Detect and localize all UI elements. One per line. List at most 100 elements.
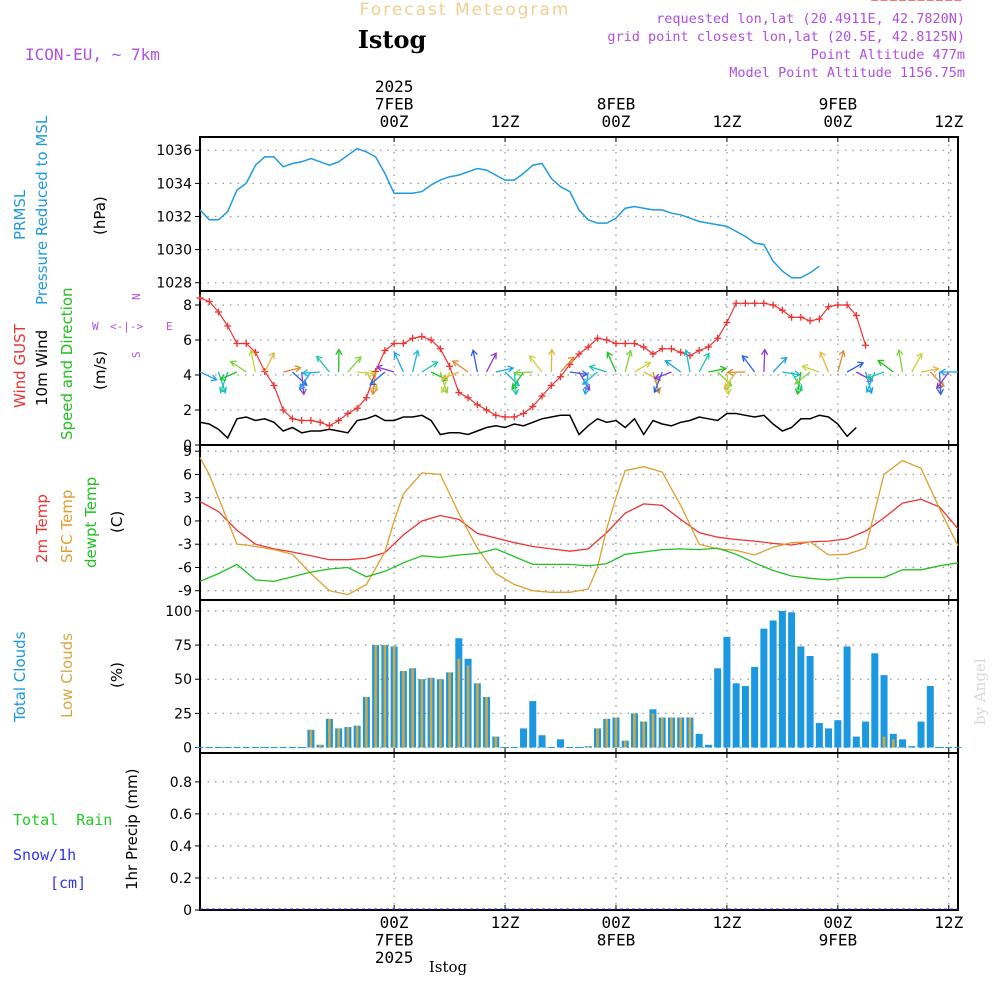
time-label-bottom: 12Z bbox=[491, 913, 520, 932]
wind-arrow-head bbox=[653, 386, 660, 394]
y-tick-label: 6 bbox=[183, 333, 192, 349]
wind-arrow-head bbox=[794, 388, 802, 396]
wind-arrow-head bbox=[939, 368, 946, 376]
compass-s: S bbox=[130, 351, 143, 358]
wind-arrow-head bbox=[703, 352, 710, 360]
wind-arrow-head bbox=[210, 374, 218, 382]
wind-arrow bbox=[929, 371, 945, 387]
time-label-top: 8FEB bbox=[597, 95, 636, 114]
y-tick-label: 0.4 bbox=[170, 839, 192, 855]
wind-arrow-head bbox=[865, 385, 873, 394]
wind-arrow bbox=[698, 353, 710, 373]
wind-speed-dir-label: Speed and Direction bbox=[58, 287, 76, 440]
wind-arrow bbox=[624, 350, 632, 373]
wind-arrow bbox=[495, 367, 514, 373]
wind-arrow bbox=[230, 360, 247, 373]
total-cloud-bar bbox=[899, 739, 907, 748]
wind-arrow bbox=[550, 349, 553, 373]
total-cloud-bar bbox=[538, 735, 546, 748]
wind-arrow bbox=[515, 371, 533, 374]
total-cloud-bar bbox=[695, 733, 703, 748]
y-tick-label: 9 bbox=[183, 444, 192, 460]
wind-arrow-head bbox=[801, 363, 809, 371]
wind-arrow-head bbox=[248, 349, 256, 357]
wind-arrow-head bbox=[451, 360, 459, 367]
total-cloud-bar bbox=[908, 746, 916, 748]
wind-arrow-head bbox=[719, 365, 728, 373]
requested-coords: requested lon,lat (20.4911E, 42.7820N) bbox=[656, 11, 965, 27]
wind-arrow bbox=[511, 371, 525, 390]
total-cloud-bar bbox=[723, 636, 731, 748]
wind-arrow-head bbox=[440, 386, 448, 394]
wind-arrow-head bbox=[507, 365, 515, 373]
wind-arrow-head bbox=[375, 364, 383, 372]
y-tick-label: -3 bbox=[178, 537, 192, 553]
clouds-low-label: Low Clouds bbox=[58, 633, 76, 718]
low-cloud-bar bbox=[374, 645, 377, 748]
y-tick-label: 75 bbox=[174, 638, 192, 654]
wind-arrow-head bbox=[298, 383, 306, 391]
low-cloud-bar bbox=[355, 725, 359, 748]
temp-sfc-label: SFC Temp bbox=[58, 490, 76, 563]
wind-arrow bbox=[584, 371, 589, 395]
wind-arrow-head bbox=[219, 374, 227, 382]
wind-arrow-head bbox=[470, 349, 478, 357]
low-cloud-bar bbox=[346, 727, 350, 748]
y-tick-label: 2 bbox=[183, 403, 192, 419]
clouds-unit: (%) bbox=[108, 662, 126, 688]
wind-arrow bbox=[898, 349, 904, 373]
wind-gust-label: Wind GUST bbox=[11, 323, 29, 408]
wind-arrow-head bbox=[229, 360, 237, 367]
y-tick-label: 1028 bbox=[156, 276, 192, 292]
footer-location: Istog bbox=[429, 958, 468, 976]
wind-arrow bbox=[654, 371, 672, 380]
y-tick-label: 1030 bbox=[156, 243, 192, 259]
y-tick-label: 8 bbox=[183, 298, 192, 314]
time-label-top: 2025 bbox=[375, 77, 414, 96]
compass-legend: W E <-|-> N S bbox=[92, 293, 173, 358]
total-cloud-bar bbox=[797, 646, 805, 748]
wind-arrow-head bbox=[581, 378, 589, 385]
wind-arrow-head bbox=[567, 356, 575, 364]
time-label-top: 9FEB bbox=[819, 95, 858, 114]
forecast-meteogram-title: Forecast Meteogram bbox=[360, 0, 571, 20]
grid-point-coords: grid point closest lon,lat (20.5E, 42.81… bbox=[607, 29, 965, 45]
low-cloud-bar bbox=[411, 668, 414, 748]
wind-arrow-head bbox=[354, 356, 362, 363]
low-cloud-bar bbox=[651, 713, 655, 748]
wind-arrow bbox=[411, 350, 419, 373]
wind-arrow-head bbox=[301, 369, 309, 377]
wind-10m-label: 10m Wind bbox=[33, 330, 51, 406]
wind-arrow bbox=[772, 357, 788, 373]
wind-arrow bbox=[936, 371, 950, 389]
y-tick-label: 4 bbox=[183, 368, 192, 384]
wind-arrow bbox=[569, 371, 588, 375]
wind-unit: (m/s) bbox=[91, 351, 109, 390]
wind-arrow bbox=[316, 356, 330, 373]
wind-arrow bbox=[796, 371, 802, 395]
wind-arrow-head bbox=[220, 386, 227, 394]
snow-unit: [cm] bbox=[50, 874, 86, 892]
wind-arrow-head bbox=[219, 386, 226, 394]
watermark: by Angel bbox=[971, 658, 989, 725]
total-cloud-bar bbox=[557, 739, 565, 748]
low-cloud-bar bbox=[448, 672, 451, 748]
y-tick-label: -6 bbox=[178, 560, 192, 576]
low-cloud-bar bbox=[420, 679, 424, 748]
wind-arrow bbox=[866, 371, 885, 379]
low-cloud-bar bbox=[392, 646, 396, 748]
y-tick-label: 0.2 bbox=[170, 871, 192, 887]
y-tick-label: 6 bbox=[183, 467, 192, 483]
low-cloud-bar bbox=[660, 717, 664, 748]
wind-arrow bbox=[220, 371, 238, 380]
wind-arrow bbox=[802, 365, 820, 373]
snow-label: Snow/1h bbox=[13, 846, 76, 864]
wind-arrow-head bbox=[441, 386, 449, 394]
time-label-bottom: 2025 bbox=[375, 948, 414, 967]
compass-w: W bbox=[92, 320, 99, 333]
low-cloud-bar bbox=[309, 729, 313, 748]
wind-arrow bbox=[723, 371, 737, 390]
wind-arrow bbox=[782, 371, 800, 376]
time-label-bottom: 00Z bbox=[380, 913, 409, 932]
